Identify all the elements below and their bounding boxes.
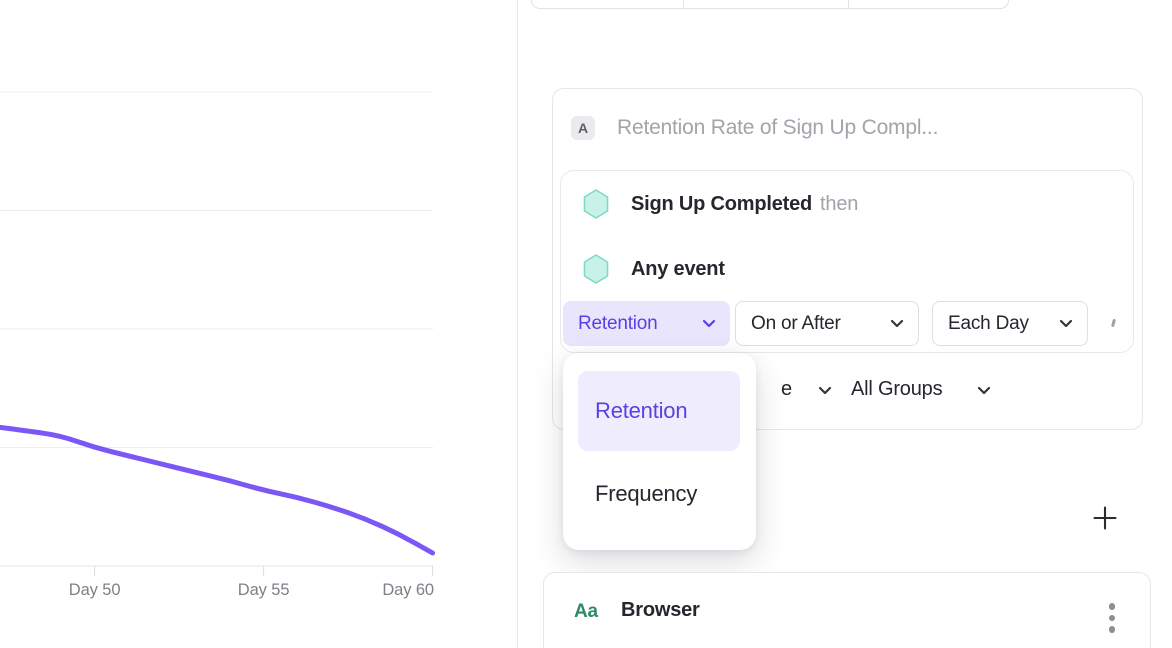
chart-type-tab[interactable] xyxy=(848,0,1008,8)
event-name: Sign Up Completed xyxy=(631,192,813,215)
event-hexagon-icon xyxy=(583,189,609,219)
metric-title-input[interactable]: Retention Rate of Sign Up Compl... xyxy=(617,116,939,139)
menu-item-label: Frequency xyxy=(595,481,698,506)
property-name: Browser xyxy=(621,599,700,621)
metric-type-value: Retention xyxy=(578,312,658,334)
retention-line-chart xyxy=(0,91,436,576)
chevron-down-icon xyxy=(890,319,904,328)
metric-type-dropdown[interactable]: Retention xyxy=(563,301,730,346)
event-row-sign-up-completed[interactable]: Sign Up Completed then xyxy=(561,187,1133,221)
query-builder-panel: A Retention Rate of Sign Up Compl... Sig… xyxy=(518,0,1172,648)
text-property-type-icon: Aa xyxy=(574,601,598,622)
pane-divider xyxy=(517,0,518,648)
metric-module-card: A Retention Rate of Sign Up Compl... Sig… xyxy=(552,88,1143,430)
window-mode-dropdown[interactable]: On or After xyxy=(735,301,919,346)
window-mode-value: On or After xyxy=(751,312,841,334)
kebab-menu-icon[interactable] xyxy=(1103,598,1121,638)
event-suffix: then xyxy=(820,192,859,215)
chevron-down-icon xyxy=(818,386,832,395)
chevron-down-icon xyxy=(1059,319,1073,328)
chart-type-tab[interactable] xyxy=(532,0,683,8)
interval-value: Each Day xyxy=(948,312,1029,334)
event-row-any-event[interactable]: Any event xyxy=(561,252,1133,286)
metric-badge: A xyxy=(571,116,595,140)
plus-icon xyxy=(1093,506,1117,530)
chart-type-tabs[interactable] xyxy=(531,0,1009,9)
menu-item-label: Retention xyxy=(595,398,688,423)
event-name: Any event xyxy=(631,257,725,280)
chevron-down-icon xyxy=(702,319,716,328)
event-hexagon-icon xyxy=(583,254,609,284)
menu-item-retention[interactable]: Retention xyxy=(578,371,740,451)
menu-item-frequency[interactable]: Frequency xyxy=(578,471,740,517)
clipped-icon-fragment xyxy=(1111,318,1116,328)
property-card-browser[interactable]: Aa Browser xyxy=(543,572,1151,648)
chevron-down-icon xyxy=(977,386,991,395)
add-metric-button[interactable] xyxy=(1087,500,1123,536)
partial-dropdown-label[interactable]: e xyxy=(781,378,793,400)
metric-type-menu: Retention Frequency xyxy=(563,353,756,550)
groups-dropdown[interactable]: All Groups xyxy=(851,378,943,400)
measured-as-row: e All Groups xyxy=(553,378,1142,408)
chart-type-tab[interactable] xyxy=(683,0,848,8)
retention-chart: Day 50 Day 55 Day 60 xyxy=(0,0,517,648)
events-card: Sign Up Completed then Any event Retenti… xyxy=(560,170,1134,353)
interval-dropdown[interactable]: Each Day xyxy=(932,301,1088,346)
